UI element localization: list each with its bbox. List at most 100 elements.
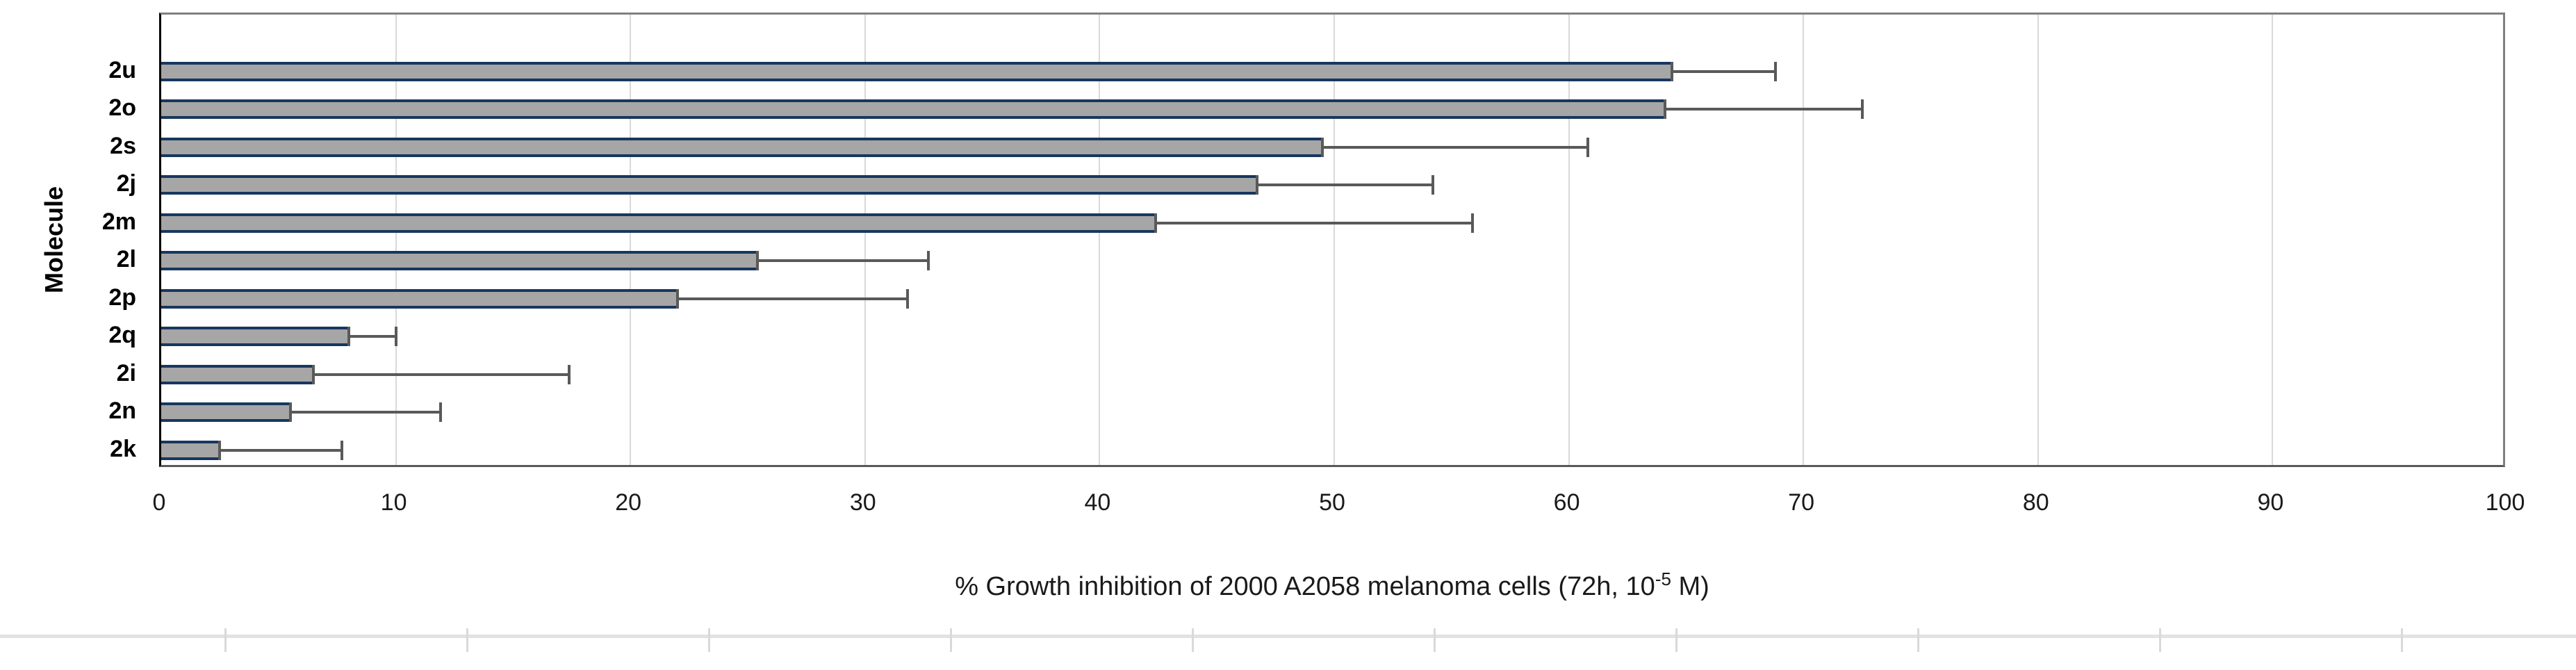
x-tick-label-20: 20 xyxy=(615,489,642,516)
gridline-x-60 xyxy=(1568,15,1570,465)
category-label-2s: 2s xyxy=(110,132,136,159)
category-label-2o: 2o xyxy=(108,95,136,122)
plot-area xyxy=(159,13,2505,467)
bar-row-2p xyxy=(161,288,2503,309)
bar-row-2u xyxy=(161,61,2503,81)
x-tick-label-10: 10 xyxy=(380,489,407,516)
bar-2k xyxy=(161,440,220,460)
bar-row-2m xyxy=(161,213,2503,233)
worksheet-column-line xyxy=(950,628,952,652)
worksheet-row-line xyxy=(0,635,2576,638)
worksheet-column-line xyxy=(2401,628,2403,652)
bar-row-2i xyxy=(161,364,2503,384)
error-bar-cap-end-2i xyxy=(568,364,571,384)
bar-2u xyxy=(161,61,1673,81)
category-label-2l: 2l xyxy=(116,246,136,273)
error-bar-cap-start-2n xyxy=(288,402,292,423)
error-bar-cap-start-2m xyxy=(1154,213,1158,233)
error-bar-line-2l xyxy=(757,259,928,263)
error-bar-line-2n xyxy=(290,411,441,414)
x-tick-label-0: 0 xyxy=(152,489,166,516)
worksheet-column-line xyxy=(224,628,227,652)
category-label-2p: 2p xyxy=(108,284,136,311)
gridline-x-90 xyxy=(2272,15,2274,465)
x-tick-label-30: 30 xyxy=(849,489,876,516)
error-bar-cap-end-2s xyxy=(1586,137,1589,157)
x-tick-label-60: 60 xyxy=(1553,489,1580,516)
bar-2l xyxy=(161,251,757,271)
worksheet-column-line xyxy=(1675,628,1677,652)
x-tick-label-50: 50 xyxy=(1319,489,1345,516)
category-label-2m: 2m xyxy=(101,208,136,235)
error-bar-line-2i xyxy=(313,373,570,376)
bar-row-2n xyxy=(161,402,2503,423)
x-tick-label-100: 100 xyxy=(2485,489,2525,516)
error-bar-cap-end-2k xyxy=(340,440,343,460)
bar-row-2s xyxy=(161,137,2503,157)
error-bar-line-2q xyxy=(349,335,396,338)
category-label-2u: 2u xyxy=(108,56,136,83)
gridline-x-40 xyxy=(1099,15,1101,465)
x-axis-title-suffix: M) xyxy=(1671,572,1709,601)
x-tick-label-40: 40 xyxy=(1084,489,1111,516)
gridline-x-50 xyxy=(1334,15,1335,465)
gridline-x-80 xyxy=(2037,15,2039,465)
error-bar-line-2m xyxy=(1156,221,1473,224)
error-bar-cap-end-2l xyxy=(926,251,930,271)
worksheet-gridline-strip xyxy=(0,628,2576,670)
bar-2o xyxy=(161,99,1666,120)
bar-2m xyxy=(161,213,1156,233)
category-label-2n: 2n xyxy=(108,398,136,425)
x-tick-label-80: 80 xyxy=(2022,489,2049,516)
worksheet-column-line xyxy=(708,628,710,652)
category-label-2k: 2k xyxy=(110,435,136,462)
x-axis-title: % Growth inhibition of 2000 A2058 melano… xyxy=(955,569,1709,602)
worksheet-column-line xyxy=(2159,628,2161,652)
error-bar-cap-start-2s xyxy=(1321,137,1324,157)
gridline-x-70 xyxy=(1803,15,1805,465)
worksheet-column-line xyxy=(1434,628,1436,652)
error-bar-cap-end-2j xyxy=(1431,175,1434,195)
error-bar-line-2o xyxy=(1665,108,1862,111)
error-bar-cap-end-2p xyxy=(905,288,909,309)
bar-2i xyxy=(161,364,314,384)
gridline-x-10 xyxy=(395,15,397,465)
worksheet-column-line xyxy=(1917,628,1919,652)
error-bar-cap-start-2o xyxy=(1664,99,1667,120)
error-bar-cap-start-2k xyxy=(218,440,222,460)
x-tick-label-70: 70 xyxy=(1788,489,1815,516)
gridline-x-30 xyxy=(864,15,866,465)
error-bar-line-2j xyxy=(1256,183,1433,187)
bar-2p xyxy=(161,288,678,309)
error-bar-cap-start-2j xyxy=(1255,175,1258,195)
error-bar-cap-start-2u xyxy=(1671,61,1674,81)
bar-row-2j xyxy=(161,175,2503,195)
bar-row-2q xyxy=(161,327,2503,347)
error-bar-line-2u xyxy=(1672,70,1775,73)
category-label-2i: 2i xyxy=(116,359,136,386)
error-bar-cap-start-2q xyxy=(347,327,351,347)
error-bar-cap-end-2q xyxy=(394,327,397,347)
category-label-2j: 2j xyxy=(116,170,136,197)
error-bar-cap-start-2l xyxy=(755,251,759,271)
x-axis-title-superscript: -5 xyxy=(1655,569,1671,589)
bar-row-2o xyxy=(161,99,2503,120)
error-bar-cap-start-2p xyxy=(675,288,679,309)
error-bar-cap-end-2o xyxy=(1860,99,1864,120)
error-bar-line-2p xyxy=(677,297,908,300)
worksheet-column-line xyxy=(466,628,468,652)
category-label-2q: 2q xyxy=(108,322,136,349)
gridline-x-20 xyxy=(630,15,632,465)
x-axis-title-text: % Growth inhibition of 2000 A2058 melano… xyxy=(955,572,1655,601)
error-bar-line-2k xyxy=(220,448,342,452)
bar-2s xyxy=(161,137,1323,157)
bar-row-2l xyxy=(161,251,2503,271)
bar-2n xyxy=(161,402,290,423)
worksheet-column-line xyxy=(1192,628,1194,652)
bar-2q xyxy=(161,327,350,347)
error-bar-cap-end-2n xyxy=(438,402,442,423)
x-tick-label-90: 90 xyxy=(2257,489,2284,516)
error-bar-line-2s xyxy=(1322,145,1588,149)
y-axis-title: Molecule xyxy=(40,186,68,294)
